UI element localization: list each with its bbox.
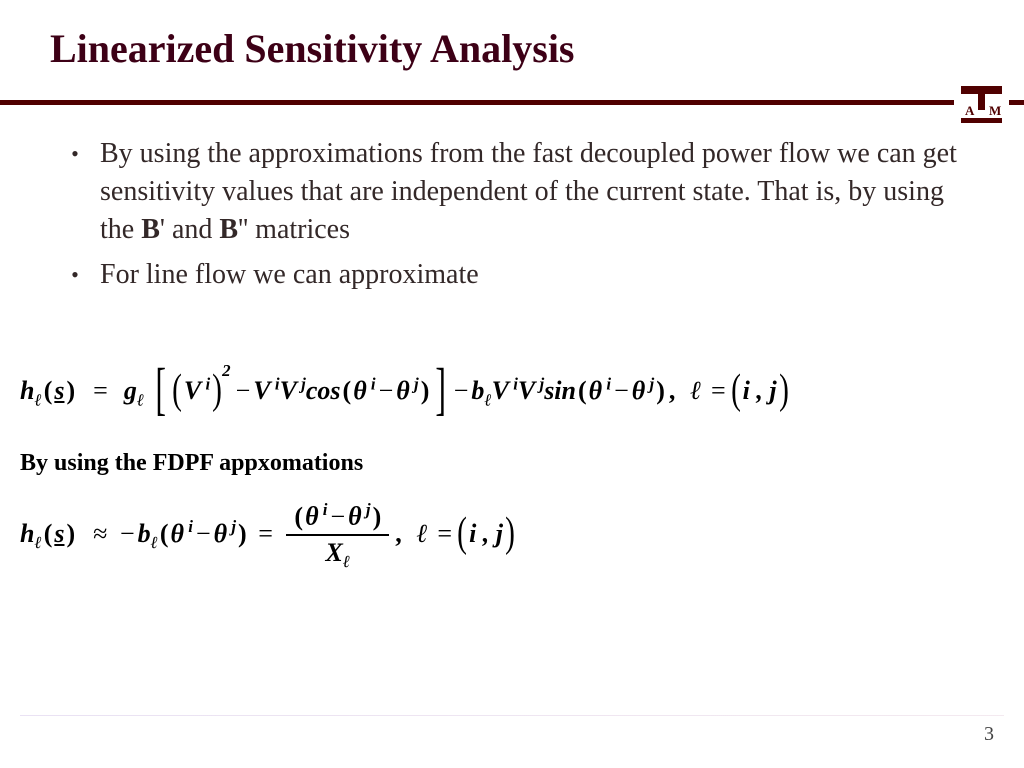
equation-1: hℓ(s) = gℓ [(V i)2−V iV jcos(θ i−θ j)]−b… bbox=[20, 370, 791, 416]
tamu-logo: A M bbox=[954, 80, 1009, 130]
bullet-text: For line flow we can approximate bbox=[100, 256, 984, 294]
bullet-item: • By using the approximations from the f… bbox=[50, 135, 984, 248]
slide-title: Linearized Sensitivity Analysis bbox=[50, 25, 575, 72]
equation-2: hℓ(s) ≈ −bℓ(θ i−θ j) = (θ i−θ j) Xℓ , ℓ … bbox=[20, 500, 517, 572]
content-area: • By using the approximations from the f… bbox=[50, 135, 984, 302]
bullet-dot: • bbox=[50, 256, 100, 294]
approx-label: By using the FDPF appxomations bbox=[20, 450, 363, 477]
bullet-item: • For line flow we can approximate bbox=[50, 256, 984, 294]
bullet-dot: • bbox=[50, 135, 100, 248]
footer-line bbox=[20, 715, 1004, 716]
bullet-text: By using the approximations from the fas… bbox=[100, 135, 984, 248]
svg-text:M: M bbox=[989, 103, 1001, 118]
title-divider bbox=[0, 100, 1024, 105]
svg-text:A: A bbox=[965, 103, 975, 118]
page-number: 3 bbox=[984, 723, 994, 746]
